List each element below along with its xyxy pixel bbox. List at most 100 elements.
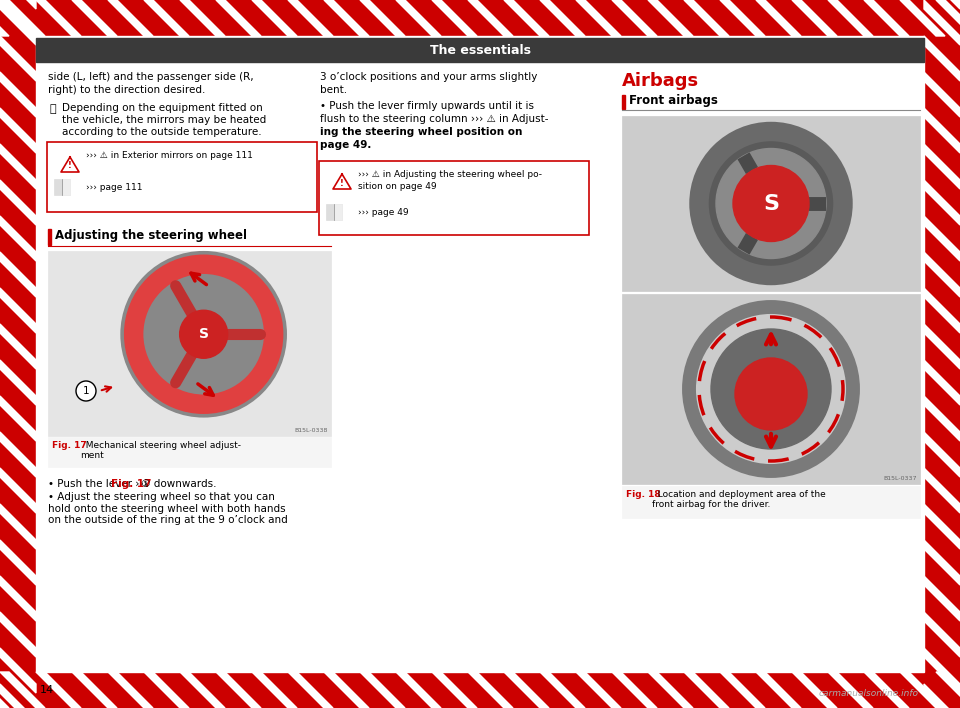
Text: • Adjust the steering wheel so that you can
hold onto the steering wheel with bo: • Adjust the steering wheel so that you …	[48, 492, 288, 525]
Polygon shape	[924, 180, 960, 225]
Circle shape	[129, 259, 278, 409]
Polygon shape	[0, 108, 36, 153]
Polygon shape	[0, 540, 36, 585]
Polygon shape	[900, 672, 945, 708]
Polygon shape	[252, 672, 297, 708]
Polygon shape	[936, 0, 960, 36]
Polygon shape	[792, 672, 837, 708]
Polygon shape	[180, 0, 225, 36]
Text: 1: 1	[83, 386, 89, 396]
Text: ››› page 111: ››› page 111	[86, 183, 142, 192]
Text: Airbags: Airbags	[622, 72, 699, 90]
Bar	[48, 229, 51, 245]
Polygon shape	[924, 72, 960, 117]
Polygon shape	[864, 0, 909, 36]
Polygon shape	[828, 0, 873, 36]
FancyBboxPatch shape	[319, 161, 589, 235]
Text: Depending on the equipment fitted on: Depending on the equipment fitted on	[62, 103, 263, 113]
Circle shape	[716, 149, 826, 258]
Polygon shape	[180, 672, 225, 708]
Text: Location and deployment area of the
front airbag for the driver.: Location and deployment area of the fron…	[652, 490, 826, 509]
Circle shape	[733, 166, 809, 241]
Text: ››› ⚠ in Exterior mirrors on page 111: ››› ⚠ in Exterior mirrors on page 111	[86, 151, 252, 160]
Polygon shape	[468, 0, 513, 36]
Polygon shape	[756, 672, 801, 708]
Polygon shape	[0, 144, 36, 189]
Polygon shape	[324, 672, 369, 708]
Polygon shape	[924, 648, 960, 693]
Polygon shape	[144, 0, 189, 36]
Polygon shape	[924, 684, 960, 708]
Polygon shape	[0, 684, 36, 708]
Polygon shape	[360, 672, 405, 708]
Polygon shape	[900, 0, 945, 36]
Polygon shape	[612, 672, 657, 708]
Text: Fig. 17: Fig. 17	[52, 441, 86, 450]
Ellipse shape	[745, 363, 797, 405]
Bar	[622, 95, 625, 109]
Circle shape	[180, 310, 228, 358]
Polygon shape	[396, 672, 441, 708]
Text: right) to the direction desired.: right) to the direction desired.	[48, 85, 205, 95]
Polygon shape	[924, 396, 960, 441]
Text: ① downwards.: ① downwards.	[138, 479, 217, 489]
Text: Front airbags: Front airbags	[629, 94, 718, 107]
Text: side (L, left) and the passenger side (R,: side (L, left) and the passenger side (R…	[48, 72, 253, 82]
Polygon shape	[252, 0, 297, 36]
Polygon shape	[432, 0, 477, 36]
Polygon shape	[108, 672, 153, 708]
Polygon shape	[924, 0, 960, 45]
Polygon shape	[396, 0, 441, 36]
Polygon shape	[756, 0, 801, 36]
Text: Fig. 17: Fig. 17	[111, 479, 152, 489]
Polygon shape	[720, 672, 765, 708]
Polygon shape	[576, 0, 621, 36]
Polygon shape	[0, 0, 36, 9]
Bar	[622, 294, 920, 484]
Polygon shape	[0, 468, 36, 513]
FancyBboxPatch shape	[47, 142, 317, 212]
Text: • Push the lever firmly upwards until it is: • Push the lever firmly upwards until it…	[320, 101, 534, 111]
Polygon shape	[0, 648, 36, 693]
Polygon shape	[72, 0, 117, 36]
Polygon shape	[0, 576, 36, 621]
Text: bent.: bent.	[320, 85, 348, 95]
Polygon shape	[924, 144, 960, 189]
Polygon shape	[648, 0, 693, 36]
Polygon shape	[0, 252, 36, 297]
Polygon shape	[864, 672, 909, 708]
Polygon shape	[684, 0, 729, 36]
Text: ⎓: ⎓	[49, 104, 56, 114]
Polygon shape	[924, 612, 960, 657]
Bar	[622, 116, 920, 291]
Bar	[48, 251, 331, 436]
Text: S: S	[763, 193, 779, 214]
Polygon shape	[612, 0, 657, 36]
Text: S: S	[199, 327, 208, 341]
Text: ››› ⚠ in Adjusting the steering wheel po-: ››› ⚠ in Adjusting the steering wheel po…	[358, 170, 542, 179]
Text: B15L-0337: B15L-0337	[883, 476, 917, 481]
Polygon shape	[540, 672, 585, 708]
Bar	[54, 179, 70, 195]
Polygon shape	[924, 432, 960, 477]
Polygon shape	[288, 0, 333, 36]
Circle shape	[711, 329, 831, 449]
Bar	[36, 36, 924, 672]
Bar	[0, 0, 36, 708]
Polygon shape	[576, 672, 621, 708]
Polygon shape	[432, 672, 477, 708]
Bar	[924, 0, 960, 708]
Bar	[62, 179, 70, 195]
Bar	[622, 486, 920, 518]
Bar	[0, 0, 960, 36]
Polygon shape	[924, 108, 960, 153]
Polygon shape	[924, 288, 960, 333]
Text: Mechanical steering wheel adjust-
ment: Mechanical steering wheel adjust- ment	[80, 441, 241, 460]
Bar	[36, 38, 924, 62]
Polygon shape	[0, 504, 36, 549]
Text: !: !	[340, 178, 344, 188]
Text: The essentials: The essentials	[429, 43, 531, 57]
Polygon shape	[828, 672, 873, 708]
Polygon shape	[36, 672, 81, 708]
Circle shape	[735, 358, 807, 430]
